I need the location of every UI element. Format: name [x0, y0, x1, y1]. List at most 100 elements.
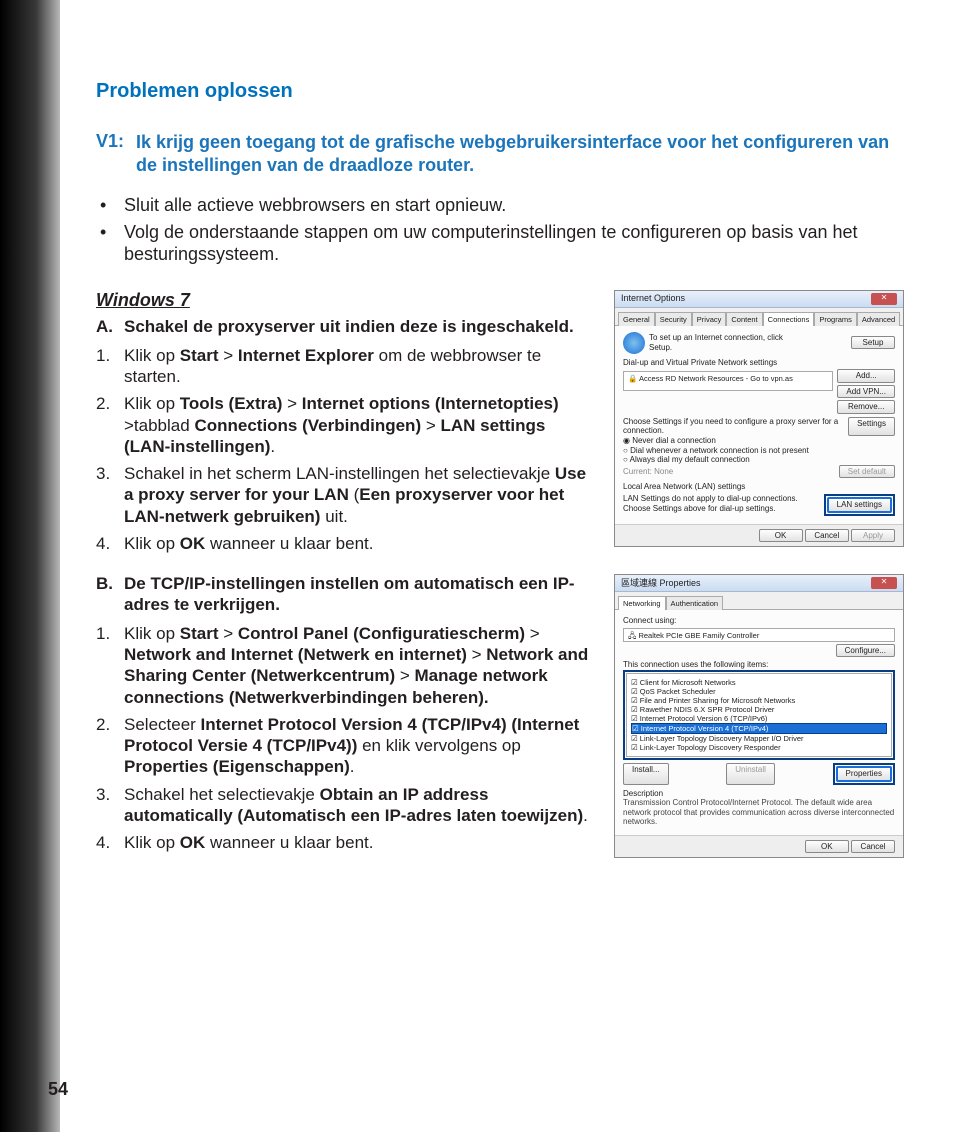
- section-b-label: B.: [96, 574, 124, 615]
- set-default-button[interactable]: Set default: [839, 465, 895, 479]
- ok-button[interactable]: OK: [759, 529, 803, 543]
- section-a-list: 1.Klik op Start > Internet Explorer om d…: [96, 345, 596, 554]
- bullet-item: • Sluit alle actieve webbrowsers en star…: [96, 194, 906, 217]
- connection-item[interactable]: ☑ Rawether NDIS 6.X SPR Protocol Driver: [631, 705, 887, 714]
- os-title: Windows 7: [96, 290, 596, 311]
- dialog2-tabs: NetworkingAuthentication: [615, 592, 903, 610]
- dialog1-body: To set up an Internet connection, click …: [615, 326, 903, 524]
- connection-item[interactable]: ☑ Link-Layer Topology Discovery Mapper I…: [631, 734, 887, 743]
- connection-item[interactable]: ☑ Internet Protocol Version 4 (TCP/IPv4): [631, 723, 887, 734]
- bullet-dot: •: [96, 194, 124, 217]
- vpn-list[interactable]: 🔒 Access RD Network Resources - Go to vp…: [623, 371, 833, 391]
- dialog-tab[interactable]: Content: [726, 312, 762, 326]
- item-text: Klik op Tools (Extra) > Internet options…: [124, 393, 596, 457]
- add-button[interactable]: Add...: [837, 369, 895, 383]
- item-text: Klik op OK wanneer u klaar bent.: [124, 832, 596, 853]
- item-number: 2.: [96, 393, 124, 457]
- lan-settings-button[interactable]: LAN settings: [827, 497, 892, 513]
- radio-dial-when-no-net[interactable]: ○ Dial whenever a network connection is …: [623, 446, 895, 456]
- radio-never-dial[interactable]: ◉ Never dial a connection: [623, 436, 895, 446]
- dialog-tab[interactable]: Privacy: [692, 312, 727, 326]
- configure-button[interactable]: Configure...: [836, 644, 895, 658]
- numbered-item: 4.Klik op OK wanneer u klaar bent.: [96, 533, 596, 554]
- question-text: Ik krijg geen toegang tot de grafische w…: [136, 131, 906, 176]
- dialog-tab[interactable]: Security: [655, 312, 692, 326]
- section-a-heading: A. Schakel de proxyserver uit indien dez…: [96, 317, 596, 337]
- numbered-item: 1.Klik op Start > Internet Explorer om d…: [96, 345, 596, 388]
- connection-items-list[interactable]: ☑ Client for Microsoft Networks☑ QoS Pac…: [626, 673, 892, 757]
- language-side-tab: Nederlands: [0, 0, 60, 1132]
- section-b-row: B. De TCP/IP-instellingen instellen om a…: [96, 574, 906, 859]
- close-icon[interactable]: ✕: [871, 577, 897, 589]
- uses-label: This connection uses the following items…: [623, 660, 895, 670]
- page-heading: Problemen oplossen: [96, 80, 906, 103]
- dialog1-setup-text: To set up an Internet connection, click …: [649, 333, 789, 352]
- items-highlight-box: ☑ Client for Microsoft Networks☑ QoS Pac…: [623, 670, 895, 760]
- item-number: 1.: [96, 345, 124, 388]
- item-text: Schakel het selectievakje Obtain an IP a…: [124, 784, 596, 827]
- dialog1-group2: Local Area Network (LAN) settings: [623, 482, 895, 492]
- dialog1-footer: OK Cancel Apply: [615, 524, 903, 547]
- item-number: 2.: [96, 714, 124, 778]
- connect-using-label: Connect using:: [623, 616, 895, 626]
- dialog1-choose-text: Choose Settings if you need to configure…: [623, 417, 844, 436]
- cancel-button[interactable]: Cancel: [805, 529, 849, 543]
- question-block: V1: Ik krijg geen toegang tot de grafisc…: [96, 131, 906, 176]
- section-b-title: De TCP/IP-instellingen instellen om auto…: [124, 574, 596, 615]
- setup-button[interactable]: Setup: [851, 336, 895, 350]
- item-number: 3.: [96, 784, 124, 827]
- dialog1-title: Internet Options: [621, 293, 685, 304]
- section-b-heading: B. De TCP/IP-instellingen instellen om a…: [96, 574, 596, 615]
- numbered-item: 2.Selecteer Internet Protocol Version 4 …: [96, 714, 596, 778]
- connection-item[interactable]: ☑ File and Printer Sharing for Microsoft…: [631, 696, 887, 705]
- dialog-tab[interactable]: Authentication: [666, 596, 724, 610]
- radio-always-dial[interactable]: ○ Always dial my default connection: [623, 455, 895, 465]
- connection-item[interactable]: ☑ Link-Layer Topology Discovery Responde…: [631, 743, 887, 752]
- connection-item[interactable]: ☑ Internet Protocol Version 6 (TCP/IPv6): [631, 714, 887, 723]
- section-b-list: 1.Klik op Start > Control Panel (Configu…: [96, 623, 596, 854]
- properties-button[interactable]: Properties: [836, 766, 892, 782]
- ok-button[interactable]: OK: [805, 840, 849, 854]
- cancel-button[interactable]: Cancel: [851, 840, 895, 854]
- question-label: V1:: [96, 131, 136, 176]
- adapter-box: 🖧 Realtek PCIe GBE Family Controller: [623, 628, 895, 642]
- item-text: Klik op Start > Control Panel (Configura…: [124, 623, 596, 708]
- install-button[interactable]: Install...: [623, 763, 669, 785]
- uninstall-button[interactable]: Uninstall: [726, 763, 775, 785]
- dialog-tab[interactable]: Networking: [618, 596, 666, 610]
- dialog1-titlebar: Internet Options ✕: [615, 291, 903, 308]
- item-text: Klik op Start > Internet Explorer om de …: [124, 345, 596, 388]
- item-text: Klik op OK wanneer u klaar bent.: [124, 533, 596, 554]
- item-number: 4.: [96, 533, 124, 554]
- numbered-item: 2.Klik op Tools (Extra) > Internet optio…: [96, 393, 596, 457]
- dialog2-title: 區域連線 Properties: [621, 578, 701, 589]
- numbered-item: 4.Klik op OK wanneer u klaar bent.: [96, 832, 596, 853]
- add-vpn-button[interactable]: Add VPN...: [837, 385, 895, 399]
- section-a-title: Schakel de proxyserver uit indien deze i…: [124, 317, 574, 337]
- internet-options-dialog: Internet Options ✕ GeneralSecurityPrivac…: [614, 290, 904, 548]
- close-icon[interactable]: ✕: [871, 293, 897, 305]
- connection-item[interactable]: ☑ Client for Microsoft Networks: [631, 678, 887, 687]
- item-number: 4.: [96, 832, 124, 853]
- dialog2-titlebar: 區域連線 Properties ✕: [615, 575, 903, 592]
- dialog-tab[interactable]: Connections: [763, 312, 815, 326]
- dialog-tab[interactable]: Advanced: [857, 312, 900, 326]
- globe-icon: [623, 332, 645, 354]
- item-text: Schakel in het scherm LAN-instellingen h…: [124, 463, 596, 527]
- connection-item[interactable]: ☑ QoS Packet Scheduler: [631, 687, 887, 696]
- desc-text: Transmission Control Protocol/Internet P…: [623, 798, 895, 827]
- item-text: Selecteer Internet Protocol Version 4 (T…: [124, 714, 596, 778]
- section-a-label: A.: [96, 317, 124, 337]
- lan-settings-highlight: LAN settings: [824, 494, 895, 516]
- item-number: 3.: [96, 463, 124, 527]
- bullet-item: • Volg de onderstaande stappen om uw com…: [96, 221, 906, 266]
- settings-button[interactable]: Settings: [848, 417, 895, 436]
- dialog-tab[interactable]: Programs: [814, 312, 857, 326]
- internet-options-dialog-wrap: Internet Options ✕ GeneralSecurityPrivac…: [614, 290, 904, 561]
- dialog-tab[interactable]: General: [618, 312, 655, 326]
- remove-button[interactable]: Remove...: [837, 400, 895, 414]
- apply-button[interactable]: Apply: [851, 529, 895, 543]
- dialog2-body: Connect using: 🖧 Realtek PCIe GBE Family…: [615, 610, 903, 835]
- bullet-text: Sluit alle actieve webbrowsers en start …: [124, 194, 906, 217]
- section-b-text: B. De TCP/IP-instellingen instellen om a…: [96, 574, 596, 859]
